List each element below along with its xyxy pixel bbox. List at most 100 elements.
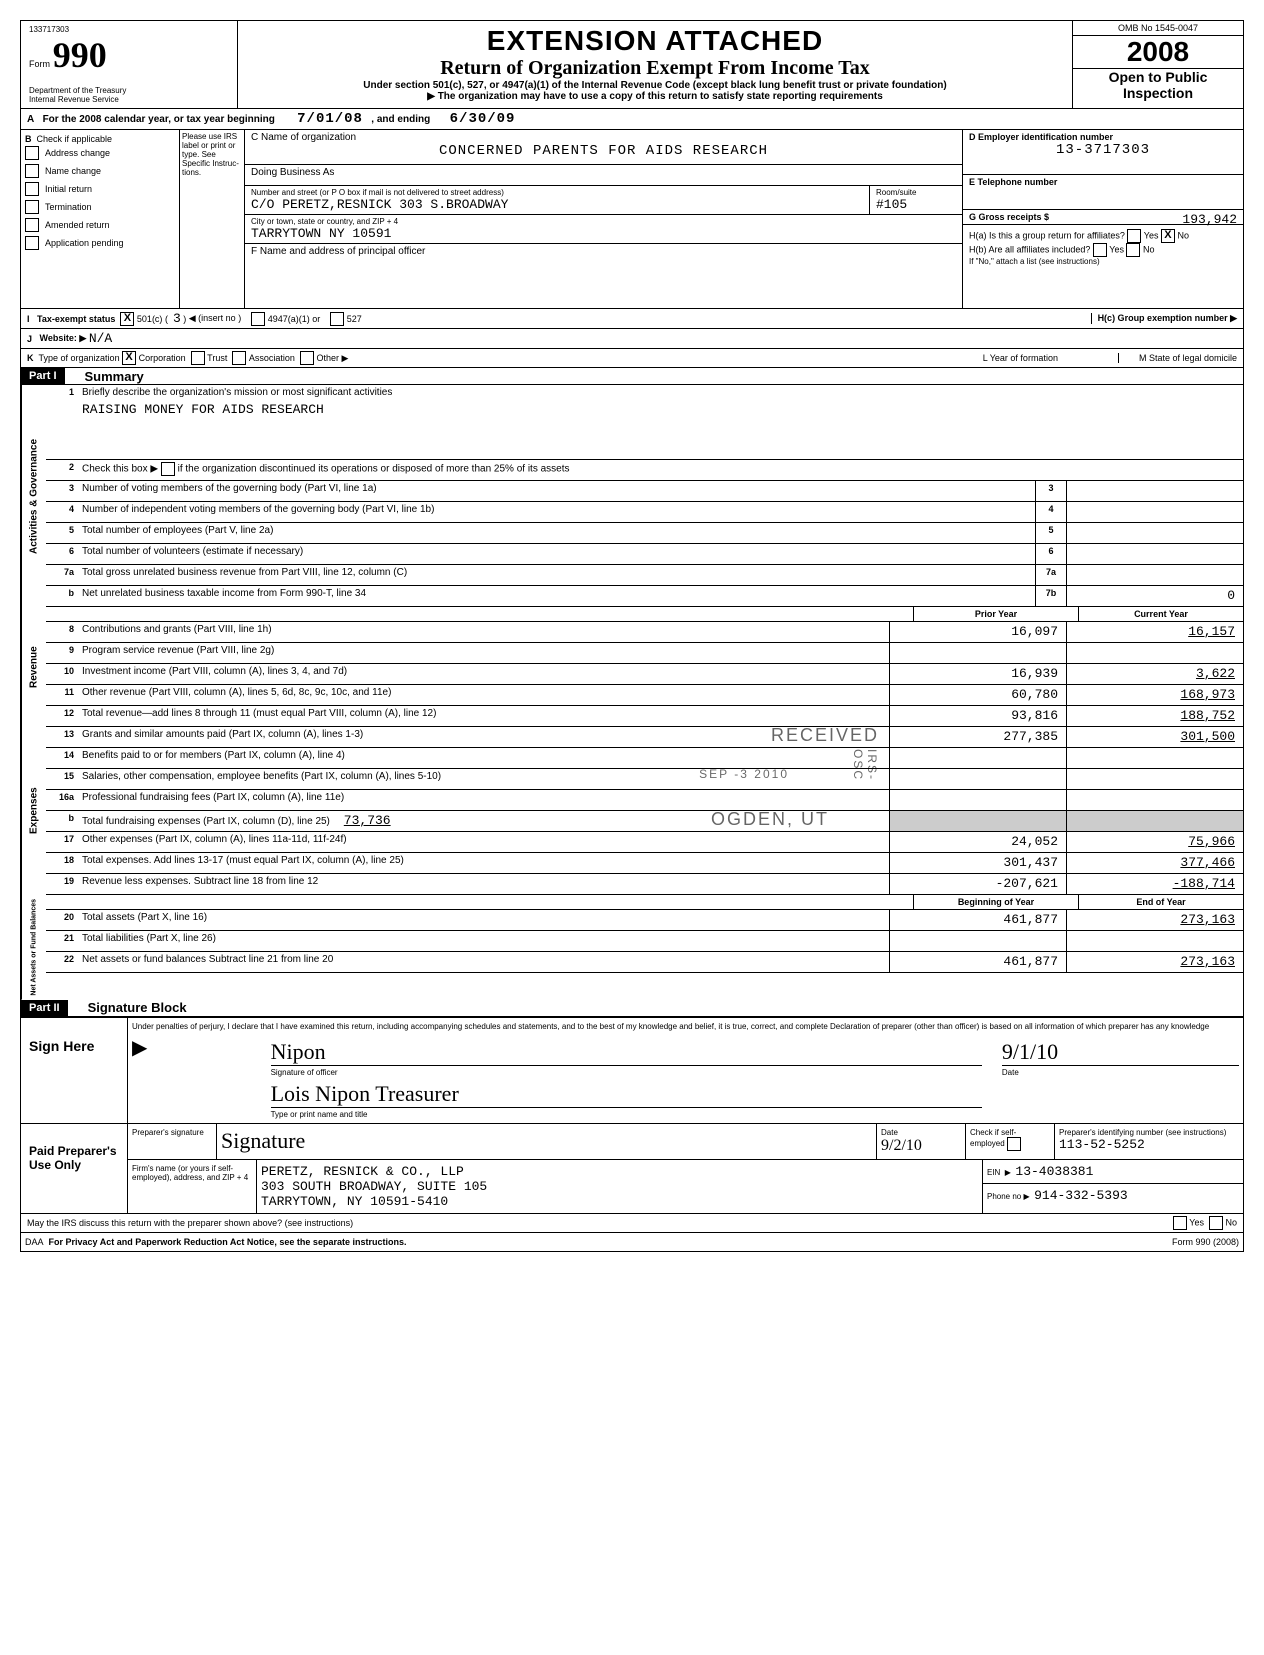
begin-year-hdr: Beginning of Year bbox=[913, 895, 1078, 909]
officer-signature: Nipon bbox=[271, 1039, 326, 1065]
hb-no[interactable] bbox=[1126, 243, 1140, 257]
prior-16a bbox=[889, 790, 1066, 810]
initial-checkbox[interactable] bbox=[25, 182, 39, 196]
d-label: D Employer identification number bbox=[969, 132, 1237, 142]
val-6 bbox=[1066, 544, 1243, 564]
4947-checkbox[interactable] bbox=[251, 312, 265, 326]
line6-desc: Total number of volunteers (estimate if … bbox=[78, 544, 1035, 564]
pending-label: Application pending bbox=[45, 238, 124, 248]
prior-18: 301,437 bbox=[889, 853, 1066, 873]
ha-label: H(a) Is this a group return for affiliat… bbox=[969, 230, 1125, 240]
val-7a bbox=[1066, 565, 1243, 585]
current-17: 75,966 bbox=[1066, 832, 1243, 852]
period-begin: 7/01/08 bbox=[297, 111, 363, 127]
line-num-12: 12 bbox=[46, 706, 78, 726]
amended-checkbox[interactable] bbox=[25, 218, 39, 232]
discuss-yes[interactable] bbox=[1173, 1216, 1187, 1230]
check-applicable: Check if applicable bbox=[37, 134, 113, 144]
prior-22: 461,877 bbox=[889, 952, 1066, 972]
expenses-section: Expenses 13 Grants and similar amounts p… bbox=[21, 727, 1243, 895]
perjury-text: Under penalties of perjury, I declare th… bbox=[132, 1022, 1239, 1031]
box-3: 3 bbox=[1035, 481, 1066, 501]
tax-exempt-row: I Tax-exempt status X 501(c) ( 3 ) ◀ (in… bbox=[21, 309, 1243, 329]
ein-top: 133717303 bbox=[29, 25, 229, 34]
period-mid: , and ending bbox=[371, 114, 430, 125]
prior-8: 16,097 bbox=[889, 622, 1066, 642]
termination-checkbox[interactable] bbox=[25, 200, 39, 214]
other-checkbox[interactable] bbox=[300, 351, 314, 365]
box-5: 5 bbox=[1035, 523, 1066, 543]
line2-desc: Check this box ▶ if the organization dis… bbox=[78, 460, 1243, 480]
street-label: Number and street (or P O box if mail is… bbox=[251, 188, 863, 197]
amended-label: Amended return bbox=[45, 220, 110, 230]
street-value: C/O PERETZ,RESNICK 303 S.BROADWAY bbox=[251, 197, 863, 212]
line-num-18: 18 bbox=[46, 853, 78, 873]
line15-desc: Salaries, other compensation, employee b… bbox=[82, 771, 441, 782]
assoc-checkbox[interactable] bbox=[232, 351, 246, 365]
hb-yes[interactable] bbox=[1093, 243, 1107, 257]
inspection: Inspection bbox=[1073, 85, 1243, 101]
501c-checkbox[interactable]: X bbox=[120, 312, 134, 326]
j-label: Website: ▶ bbox=[40, 333, 87, 344]
netassets-label: Net Assets or Fund Balances bbox=[21, 895, 46, 1000]
line9-desc: Program service revenue (Part VIII, line… bbox=[78, 643, 889, 663]
prior-19: -207,621 bbox=[889, 874, 1066, 894]
subtitle: Under section 501(c), 527, or 4947(a)(1)… bbox=[242, 80, 1068, 91]
form-header: 133717303 Form 990 Department of the Tre… bbox=[21, 21, 1243, 109]
line-num-19: 19 bbox=[46, 874, 78, 894]
line-num-5: 5 bbox=[46, 523, 78, 543]
prior-12: 93,816 bbox=[889, 706, 1066, 726]
city-value: TARRYTOWN NY 10591 bbox=[251, 226, 956, 241]
val-3 bbox=[1066, 481, 1243, 501]
received-stamp: RECEIVED bbox=[771, 725, 879, 746]
prior-20: 461,877 bbox=[889, 910, 1066, 930]
prior-9 bbox=[889, 643, 1066, 663]
period-label: For the 2008 calendar year, or tax year … bbox=[43, 114, 275, 125]
activities-label: Activities & Governance bbox=[21, 385, 46, 607]
line7b-desc: Net unrelated business taxable income fr… bbox=[78, 586, 1035, 606]
note-text: The organization may have to use a copy … bbox=[438, 91, 883, 102]
name-change-checkbox[interactable] bbox=[25, 164, 39, 178]
discuss-text: May the IRS discuss this return with the… bbox=[27, 1218, 353, 1228]
prior-16b bbox=[889, 811, 1066, 831]
extension-attached: EXTENSION ATTACHED bbox=[242, 25, 1068, 57]
ha-yes[interactable] bbox=[1127, 229, 1141, 243]
paid-preparer-block: Paid Preparer's Use Only Preparer's sign… bbox=[21, 1123, 1243, 1213]
c-label: C Name of organization bbox=[251, 132, 956, 143]
line17-desc: Other expenses (Part IX, column (A), lin… bbox=[78, 832, 889, 852]
addr-change-label: Address change bbox=[45, 148, 110, 158]
self-emp-checkbox[interactable] bbox=[1007, 1137, 1021, 1151]
line-num-2: 2 bbox=[46, 460, 78, 480]
ogden-stamp: OGDEN, UT bbox=[711, 809, 829, 830]
corp-checkbox[interactable]: X bbox=[122, 351, 136, 365]
addr-change-checkbox[interactable] bbox=[25, 146, 39, 160]
ha-no[interactable]: X bbox=[1161, 229, 1175, 243]
line19-desc: Revenue less expenses. Subtract line 18 … bbox=[78, 874, 889, 894]
current-18: 377,466 bbox=[1066, 853, 1243, 873]
line-num-7b: b bbox=[46, 586, 78, 606]
line-num-16a: 16a bbox=[46, 790, 78, 810]
trust-checkbox[interactable] bbox=[191, 351, 205, 365]
period-row: A For the 2008 calendar year, or tax yea… bbox=[21, 109, 1243, 130]
open-public: Open to Public bbox=[1073, 69, 1243, 85]
irs-osc-stamp: IRS-OSC bbox=[851, 749, 879, 789]
firm-addr1: 303 SOUTH BROADWAY, SUITE 105 bbox=[261, 1179, 978, 1194]
tax-year: 2008 bbox=[1073, 35, 1243, 69]
org-info-section: B Check if applicable Address change Nam… bbox=[21, 130, 1243, 309]
e-label: E Telephone number bbox=[969, 177, 1237, 187]
h-note: If "No," attach a list (see instructions… bbox=[969, 257, 1237, 266]
pending-checkbox[interactable] bbox=[25, 236, 39, 250]
city-label: City or town, state or country, and ZIP … bbox=[251, 217, 956, 226]
activities-section: Activities & Governance 1 Briefly descri… bbox=[21, 385, 1243, 607]
current-8: 16,157 bbox=[1066, 622, 1243, 642]
line-num-7a: 7a bbox=[46, 565, 78, 585]
line2-checkbox[interactable] bbox=[161, 462, 175, 476]
website-row: J Website: ▶ N/A bbox=[21, 329, 1243, 349]
line-num-10: 10 bbox=[46, 664, 78, 684]
line4-desc: Number of independent voting members of … bbox=[78, 502, 1035, 522]
ein-value: 13-4038381 bbox=[1015, 1164, 1093, 1179]
line-num-8: 8 bbox=[46, 622, 78, 642]
527-checkbox[interactable] bbox=[330, 312, 344, 326]
val-7b: 0 bbox=[1066, 586, 1243, 606]
discuss-no[interactable] bbox=[1209, 1216, 1223, 1230]
